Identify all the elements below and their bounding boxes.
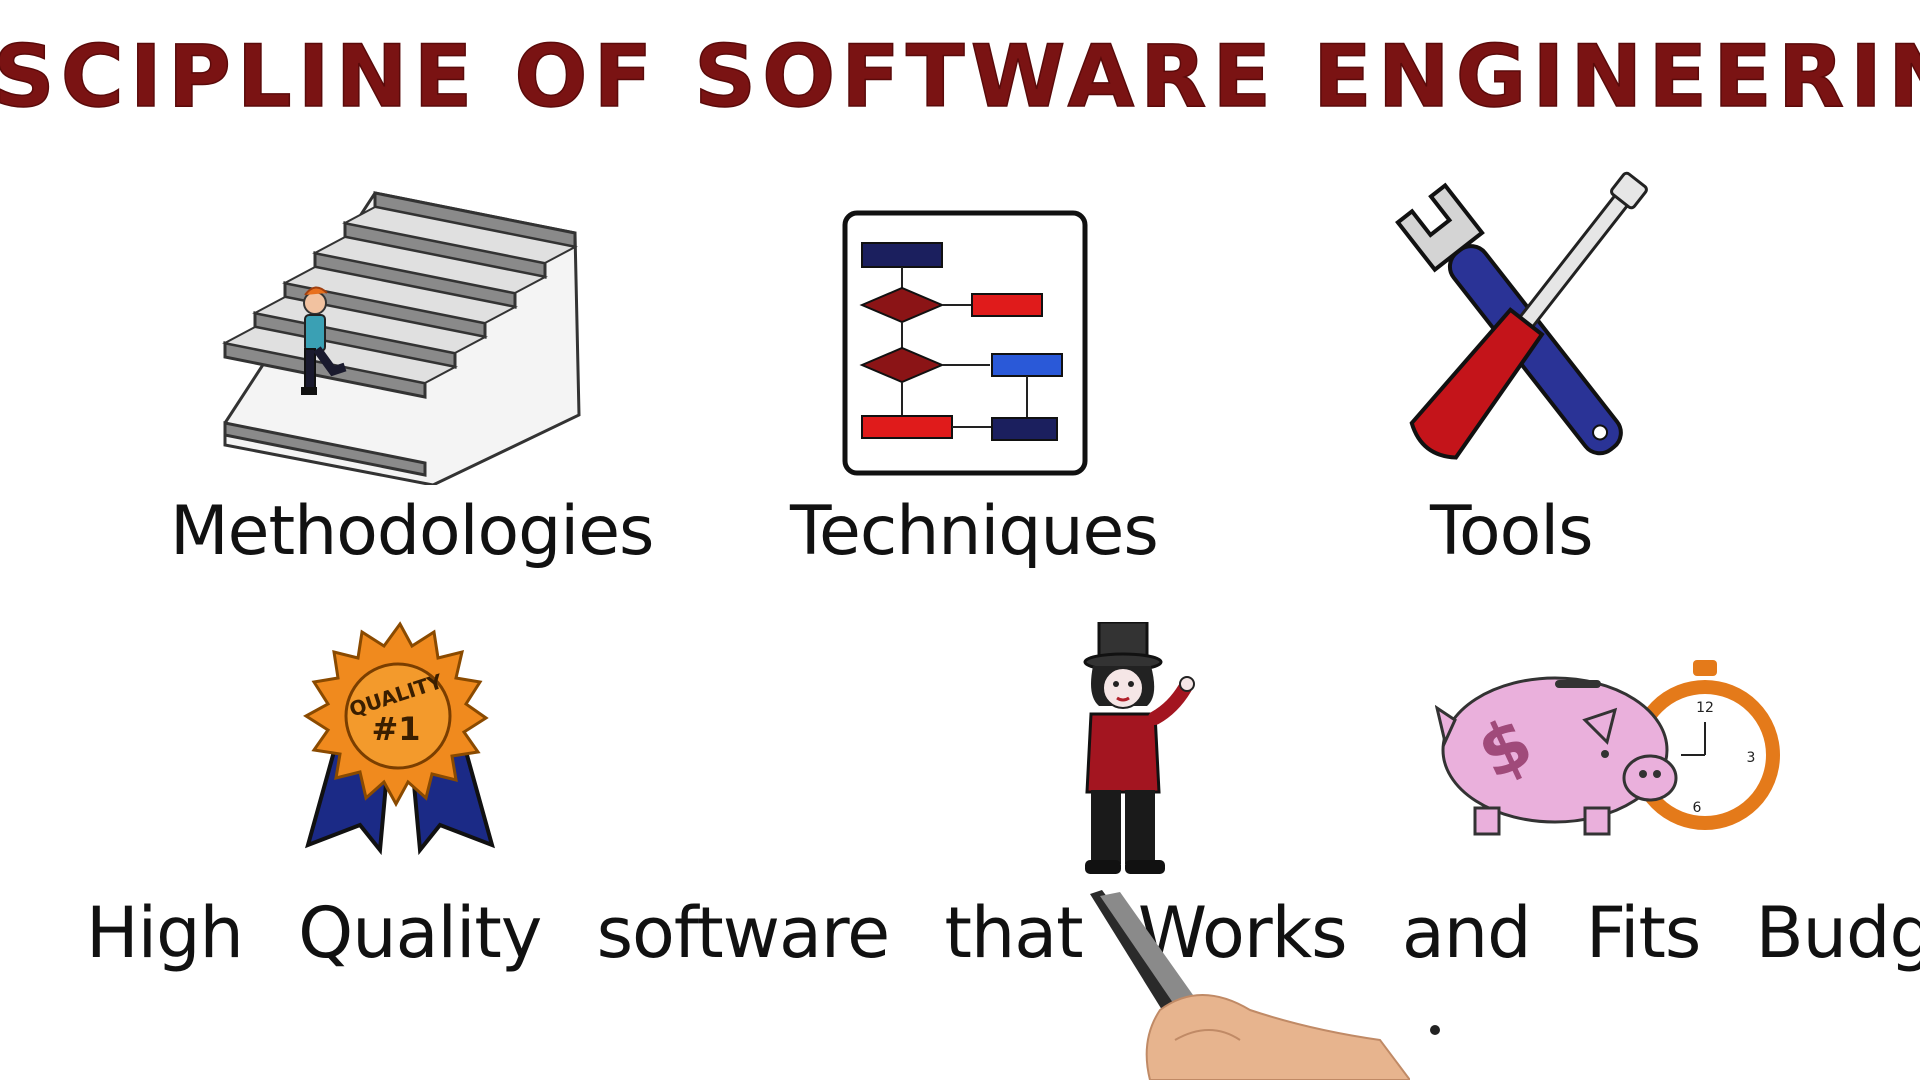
page-title: DISCIPLINE OF SOFTWARE ENGINEERING [0,26,1920,128]
word-and: and [1401,892,1532,974]
word-that: that [944,892,1083,974]
tools-icon [1395,171,1648,460]
word-fits: Fits [1585,892,1702,974]
presenter-character-icon [1083,622,1195,874]
drawing-hand-icon [1090,890,1410,1080]
word-high: High [86,892,244,974]
ribbon-number-text: #1 [371,710,420,748]
piggy-bank-clock-icon: 12 3 6 $ [1435,660,1780,836]
clock-6: 6 [1693,800,1702,816]
word-works: Works [1137,892,1348,974]
dot-mark [1430,1025,1440,1035]
word-budget: Budget [1755,892,1920,974]
label-tools: Tools [1430,492,1594,571]
clock-3: 3 [1747,750,1756,766]
staircase-icon [222,191,581,485]
summary-sentence: High Quality software that Works and Fit… [86,892,1920,1002]
word-software: software [596,892,891,974]
label-techniques: Techniques [790,492,1159,571]
label-methodologies: Methodologies [170,492,654,571]
title-text: DISCIPLINE OF SOFTWARE ENGINEERING [0,27,1920,127]
clock-12: 12 [1696,700,1714,716]
quality-ribbon-icon: QUALITY #1 [303,621,495,856]
flowchart-icon [842,210,1088,476]
word-quality: Quality [298,892,542,974]
